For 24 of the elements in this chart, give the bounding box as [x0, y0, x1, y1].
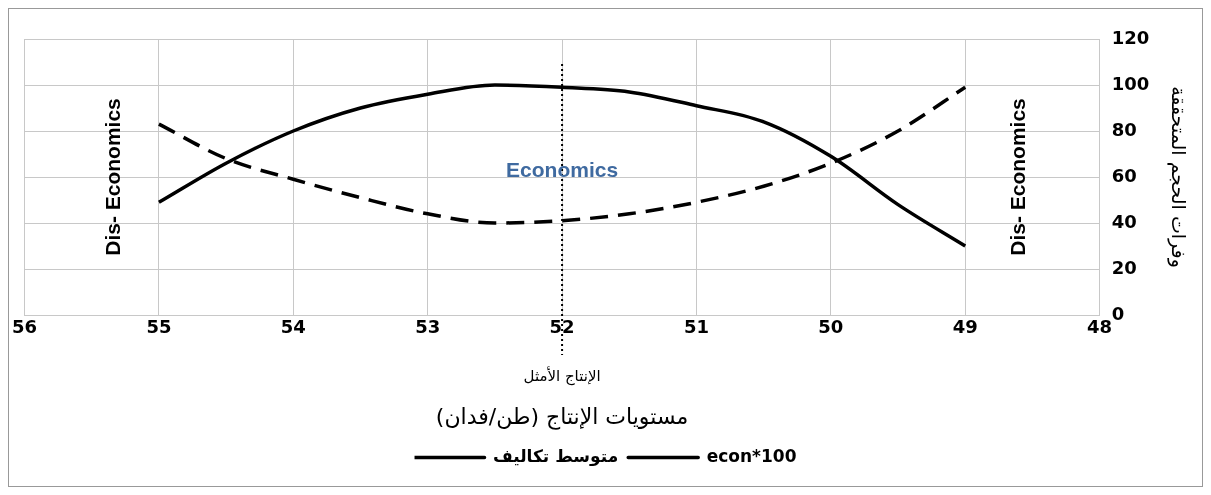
x-tick-label: 56: [11, 316, 38, 338]
y-tick-label: 100: [1111, 72, 1150, 94]
x-axis-title: مستويات الإنتاج (طن/فدان): [435, 403, 689, 430]
x-tick-label: 49: [952, 316, 978, 338]
x-tick-label: 53: [415, 316, 441, 338]
x-tick-label: 48: [1087, 316, 1113, 338]
y-tick-label: 80: [1111, 118, 1137, 140]
legend-label: econ*100: [706, 445, 797, 466]
annotation: Dis- Economics: [1006, 98, 1030, 256]
annotation: Economics: [506, 158, 619, 182]
x-tick-label: 55: [146, 316, 172, 338]
legend-label: متوسط تكاليف: [493, 445, 619, 467]
x-tick-label: 50: [818, 316, 844, 338]
y-tick-label: 20: [1111, 256, 1137, 278]
x-tick-label: 51: [683, 316, 709, 338]
y-axis-title: وفرات الحجم المتحققة: [1166, 86, 1190, 268]
x-tick-label: 54: [280, 316, 306, 338]
y-tick-label: 60: [1111, 164, 1137, 186]
y-tick-label: 120: [1111, 26, 1150, 48]
y-tick-label: 40: [1111, 210, 1137, 232]
annotation: Dis- Economics: [101, 98, 125, 256]
y-tick-label: 0: [1111, 302, 1125, 324]
x-tick-label: 52: [549, 316, 575, 338]
ref-line-label: الإنتاج الأمثل: [523, 365, 601, 386]
